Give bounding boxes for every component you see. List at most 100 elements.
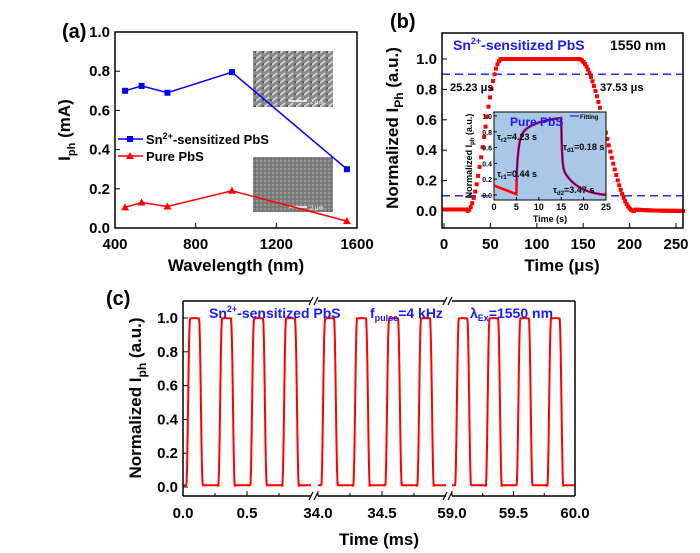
data-point xyxy=(492,72,497,77)
data-point-triangle xyxy=(227,186,236,194)
inset-x-tick-label: 0 xyxy=(491,202,496,212)
legend-entry-sn-pbs: Sn2+-sensitized PbS xyxy=(146,131,269,147)
panel-c: (c) 0.0 0.2 0.4 0.6 0.8 1.0 0.0 0.5 34.0 34.5 59.0… xyxy=(106,288,590,549)
panel-label: (c) xyxy=(106,288,130,310)
x-axis-label: Wavelength (nm) xyxy=(168,256,304,275)
pulse-trace xyxy=(318,316,446,487)
y-axis-label: Iph (mA) xyxy=(55,99,78,161)
sem-image-pure-pbs xyxy=(253,157,333,212)
legend-square-marker xyxy=(127,136,133,142)
inset-y-axis-label: Normalized Iph (a.u.) xyxy=(464,114,476,199)
inset-y-tick-label: 1.0 xyxy=(482,114,492,121)
data-point xyxy=(590,79,595,84)
pulse-trace xyxy=(452,316,575,487)
data-point xyxy=(483,124,488,129)
y-tick-label: 0.2 xyxy=(89,181,110,198)
legend: Sn2+-sensitized PbS Pure PbS xyxy=(118,131,269,164)
data-point xyxy=(584,64,589,69)
inset-y-tick-label: 0.0 xyxy=(482,193,492,200)
wavelength-label: 1550 nm xyxy=(610,37,666,53)
panel-a: (a) 400 800 1200 1600 0.0 0.2 0.4 0.6 0.8 1.0 2 μ… xyxy=(55,21,374,275)
x-axis-label: Time (ms) xyxy=(339,530,419,549)
y-tick-label: 0.8 xyxy=(416,81,437,98)
data-point xyxy=(587,71,592,76)
inset-x-tick-label: 25 xyxy=(601,202,611,212)
data-point xyxy=(614,173,619,178)
data-point-triangle xyxy=(137,198,146,206)
fall-time-label: 37.53 μs xyxy=(600,82,643,94)
inset-x-axis-label: Time (s) xyxy=(533,214,567,224)
y-tick-label: 0.6 xyxy=(157,378,178,395)
data-point xyxy=(471,195,476,200)
data-point-square xyxy=(122,87,129,94)
data-point xyxy=(477,164,482,169)
x-tick-label: 0 xyxy=(440,236,448,253)
data-point xyxy=(495,62,500,67)
x-tick-label: 150 xyxy=(571,236,596,253)
x-tick-label: 50 xyxy=(482,236,499,253)
data-point xyxy=(588,74,593,79)
y-tick-label: 0.0 xyxy=(157,479,178,496)
y-tick-label: 1.0 xyxy=(416,51,437,68)
data-point xyxy=(594,94,599,99)
y-tick-label: 0.4 xyxy=(89,142,111,159)
data-point xyxy=(583,62,588,67)
x-tick-label: 250 xyxy=(663,236,688,253)
rise-time-label: 25.23 μs xyxy=(450,82,493,94)
inset-y-tick-label: 0.8 xyxy=(482,130,492,137)
data-point-triangle xyxy=(121,203,130,211)
y-tick-label: 1.0 xyxy=(157,310,178,327)
data-point xyxy=(593,88,598,93)
data-point xyxy=(480,145,485,150)
y-tick-label: 0.2 xyxy=(416,173,437,190)
data-point xyxy=(605,136,610,141)
data-point xyxy=(467,207,472,212)
data-point xyxy=(485,114,490,119)
axis-break-mark xyxy=(442,491,448,501)
data-point xyxy=(611,161,616,166)
legend-triangle-marker xyxy=(126,152,134,159)
data-point xyxy=(618,187,623,192)
data-point xyxy=(596,99,601,104)
data-point-square xyxy=(228,69,235,76)
data-point xyxy=(473,189,478,194)
x-tick-label: 34.5 xyxy=(367,505,396,522)
data-point-triangle xyxy=(163,202,172,210)
inset-frame xyxy=(493,111,607,201)
inset-legend-fitting: Fitting xyxy=(580,115,599,121)
data-point xyxy=(479,155,484,160)
data-point-square xyxy=(138,82,145,89)
x-tick-label: 34.0 xyxy=(303,505,332,522)
data-point xyxy=(621,195,626,200)
axis-break-mark xyxy=(308,491,314,501)
x-tick-label: 0.0 xyxy=(173,505,194,522)
data-point xyxy=(490,79,495,84)
inset-x-tick-label: 10 xyxy=(534,202,544,212)
panel-label: (a) xyxy=(62,21,86,43)
data-point xyxy=(620,192,625,197)
x-axis-label: Time (μs) xyxy=(524,256,599,275)
data-point xyxy=(470,201,475,206)
y-tick-label: 0.6 xyxy=(416,112,437,129)
data-point xyxy=(608,149,613,154)
inset-y-tick-label: 0.6 xyxy=(482,146,492,153)
data-point xyxy=(597,105,602,110)
scale-bar-label: 2 μm xyxy=(310,206,323,212)
y-tick-label: 0.4 xyxy=(157,411,179,428)
axis-break-mark xyxy=(313,296,319,306)
data-point-triangle xyxy=(342,217,351,225)
data-point xyxy=(493,66,498,71)
axis-break-mark xyxy=(447,491,453,501)
inset-y-tick-label: 0.2 xyxy=(482,177,492,184)
axis-break-mark xyxy=(308,296,314,306)
panel-label: (b) xyxy=(390,11,416,33)
y-tick-label: 0.8 xyxy=(89,63,110,80)
data-point xyxy=(609,155,614,160)
data-point xyxy=(581,60,586,65)
y-tick-label: 0.8 xyxy=(157,344,178,361)
data-point-square xyxy=(164,89,171,96)
axis-break-mark xyxy=(447,296,453,306)
data-point xyxy=(489,86,494,91)
